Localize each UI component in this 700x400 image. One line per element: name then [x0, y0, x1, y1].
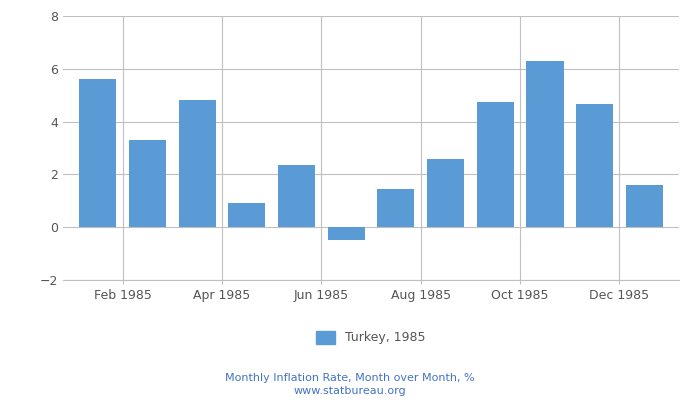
Bar — [526, 61, 564, 227]
Bar — [178, 100, 216, 227]
Text: www.statbureau.org: www.statbureau.org — [294, 386, 406, 396]
Bar — [278, 165, 315, 227]
Bar — [576, 104, 613, 227]
Bar — [228, 204, 265, 227]
Bar — [377, 189, 414, 227]
Bar — [328, 227, 365, 240]
Bar — [427, 158, 464, 227]
Bar — [129, 140, 166, 227]
Legend: Turkey, 1985: Turkey, 1985 — [312, 326, 430, 350]
Bar — [626, 185, 663, 227]
Bar — [79, 79, 116, 227]
Bar — [477, 102, 514, 227]
Text: Monthly Inflation Rate, Month over Month, %: Monthly Inflation Rate, Month over Month… — [225, 373, 475, 383]
